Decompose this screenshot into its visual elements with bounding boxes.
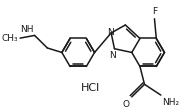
Text: CH₃: CH₃ [2,34,18,43]
Text: HCl: HCl [81,83,100,93]
Text: O: O [122,100,129,109]
Text: F: F [152,7,157,16]
Text: NH: NH [20,25,34,34]
Text: N: N [107,28,114,37]
Text: NH₂: NH₂ [162,98,179,107]
Text: N: N [109,50,116,60]
